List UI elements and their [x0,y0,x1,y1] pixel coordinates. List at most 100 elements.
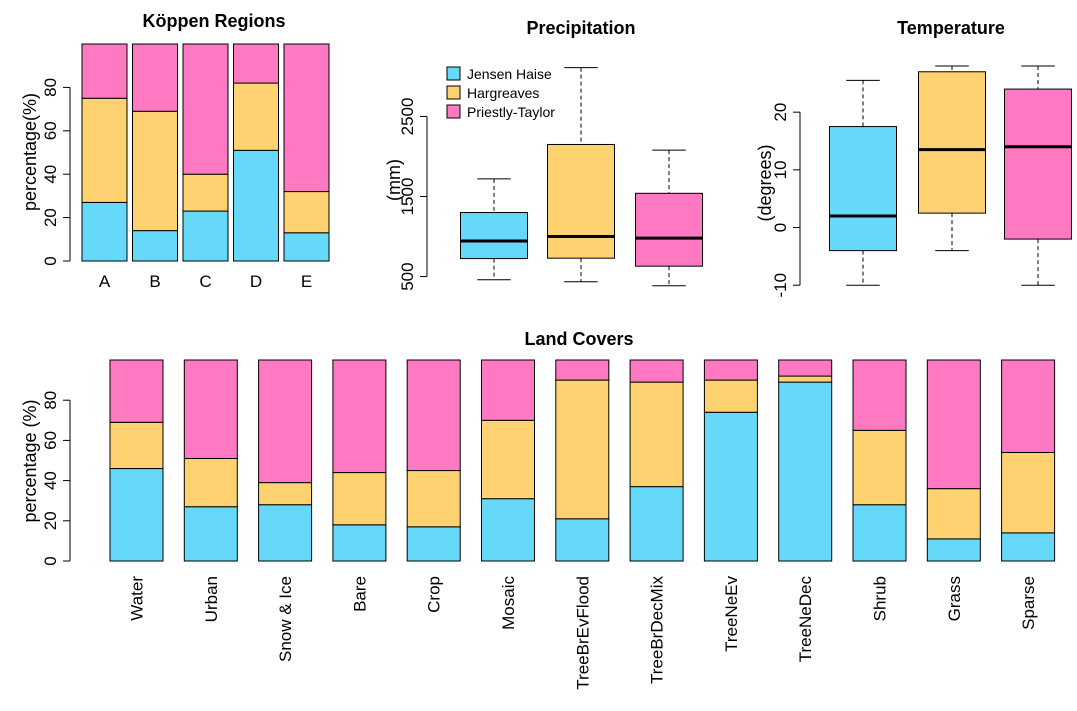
land-bar-urban-hargreaves [183,457,238,508]
land-bar-treebrevflood-jensen-haise [555,518,610,562]
land-bar-crop-hargreaves [406,470,461,528]
land-bar-snow-ice-hargreaves [258,482,313,506]
land-bar-mosaic-hargreaves [481,419,535,500]
land-bar-treebrdecmix-priestly-taylor [629,359,684,383]
land-y-tick-label: 80 [41,391,60,410]
precip-box-priestly-taylor-iqr [635,192,703,267]
land-covers-x-ticks: Water Urban Snow & Ice Bare Crop Mosaic TreeBr… [128,576,1039,690]
koppen-bar-a-hargreaves [81,97,128,203]
land-bar-water-jensen-haise [109,468,164,562]
land-bar-treeneev-hargreaves [703,379,758,413]
precipitation-y-axis: 500 1500 2500 [398,98,428,291]
temperature-ylabel: (degrees) [755,144,775,221]
temp-y-tick-label: 10 [771,160,790,179]
temp-y-tick-label: 0 [771,223,790,232]
land-x-tick-crop: Crop [425,576,444,613]
koppen-bar-b-jensen-haise [132,230,178,262]
legend-label-jensen: Jensen Haise [467,66,552,82]
land-x-tick-snow-ice: Snow & Ice [276,576,295,662]
land-x-tick-treeneev: TreeNeEv [722,576,741,652]
land-bar-grass-hargreaves [926,488,981,540]
precipitation-boxes [460,67,703,287]
precipitation-panel: Precipitation (mm) 500 1500 2500 Jensen Ha… [384,18,703,291]
land-bar-grass-jensen-haise [926,538,981,562]
land-y-tick-label: 20 [41,511,60,530]
koppen-bar-d-hargreaves [233,82,279,151]
koppen-y-tick-label: 40 [41,165,60,184]
land-bar-bare-jensen-haise [332,524,387,562]
land-bar-treenedec-hargreaves [778,375,833,383]
koppen-y-tick-label: 0 [41,256,60,265]
land-bar-sparse-jensen-haise [1001,532,1056,562]
koppen-bar-c-hargreaves [182,173,229,212]
koppen-bar-d-jensen-haise [233,149,279,262]
land-bar-sparse-hargreaves [1001,451,1056,534]
land-bar-crop-priestly-taylor [406,359,461,472]
land-bar-sparse-priestly-taylor [1001,359,1056,453]
land-bar-treenedec-jensen-haise [778,381,833,562]
temperature-title: Temperature [897,18,1005,38]
land-bar-bare-hargreaves [332,472,387,526]
koppen-title: Köppen Regions [143,11,286,31]
land-x-tick-grass: Grass [945,576,964,621]
precipitation-title: Precipitation [526,18,635,38]
koppen-x-tick-c: C [199,272,211,291]
land-bar-bare-priestly-taylor [332,359,387,474]
land-covers-title: Land Covers [524,329,633,349]
land-x-tick-bare: Bare [350,576,369,612]
land-x-tick-water: Water [128,576,147,621]
temperature-y-axis: -10 0 10 20 [771,103,801,298]
koppen-bar-d-priestly-taylor [233,43,279,84]
koppen-x-tick-e: E [301,272,312,291]
temperature-boxes [829,65,1072,286]
land-bar-treebrevflood-hargreaves [555,379,610,520]
land-x-tick-shrub: Shrub [871,576,890,621]
koppen-x-ticks: A B C D E [99,272,312,291]
koppen-x-tick-d: D [250,272,262,291]
koppen-panel: Köppen Regions percentage(%) 0 20 40 60 80 A… [20,11,330,291]
legend-swatch-hargreaves [446,85,461,100]
koppen-x-tick-a: A [99,272,111,291]
land-bar-water-hargreaves [109,421,164,470]
legend-label-hargreaves: Hargreaves [467,85,539,101]
koppen-bar-a-jensen-haise [81,201,128,262]
land-bar-shrub-jensen-haise [852,504,907,562]
land-covers-panel: Land Covers percentage (%) 0 20 40 60 80 Wat… [20,329,1056,690]
precip-y-tick-label: 2500 [398,98,417,136]
temp-box-hargreaves-iqr [918,71,986,214]
legend: Jensen Haise Hargreaves Priestly-Taylor [446,66,555,120]
land-y-tick-label: 40 [41,471,60,490]
land-x-tick-treebrdecmix: TreeBrDecMix [648,576,667,684]
temp-y-tick-label: -10 [771,273,790,298]
land-bar-urban-jensen-haise [183,506,238,562]
land-bar-crop-jensen-haise [406,526,461,562]
land-bar-treebrevflood-priestly-taylor [555,359,610,381]
land-bar-water-priestly-taylor [109,359,164,423]
precip-y-tick-label: 1500 [398,178,417,216]
koppen-y-tick-label: 60 [41,121,60,140]
land-bar-treenedec-priestly-taylor [778,359,833,377]
land-covers-y-axis: 0 20 40 60 80 [41,391,71,566]
koppen-bar-b-hargreaves [132,110,178,232]
koppen-y-tick-label: 20 [41,208,60,227]
land-bar-shrub-hargreaves [852,429,907,506]
koppen-bar-c-priestly-taylor [182,43,229,175]
legend-swatch-priestly [446,104,461,119]
temp-y-tick-label: 20 [771,103,790,122]
land-bar-urban-priestly-taylor [183,359,238,459]
koppen-bar-e-priestly-taylor [283,43,330,193]
land-bar-grass-priestly-taylor [926,359,981,490]
koppen-x-tick-b: B [149,272,160,291]
land-x-tick-sparse: Sparse [1019,576,1038,630]
temp-box-jensen-haise-iqr [829,126,897,252]
land-y-tick-label: 0 [41,556,60,565]
land-bar-mosaic-priestly-taylor [481,359,535,421]
koppen-y-axis: 0 20 40 60 80 [41,78,71,266]
precip-box-hargreaves-iqr [547,143,615,259]
land-covers-bars [109,359,1056,562]
land-x-tick-urban: Urban [202,576,221,622]
koppen-bar-a-priestly-taylor [81,43,128,99]
koppen-bar-b-priestly-taylor [132,43,178,112]
land-covers-ylabel: percentage (%) [20,399,40,522]
